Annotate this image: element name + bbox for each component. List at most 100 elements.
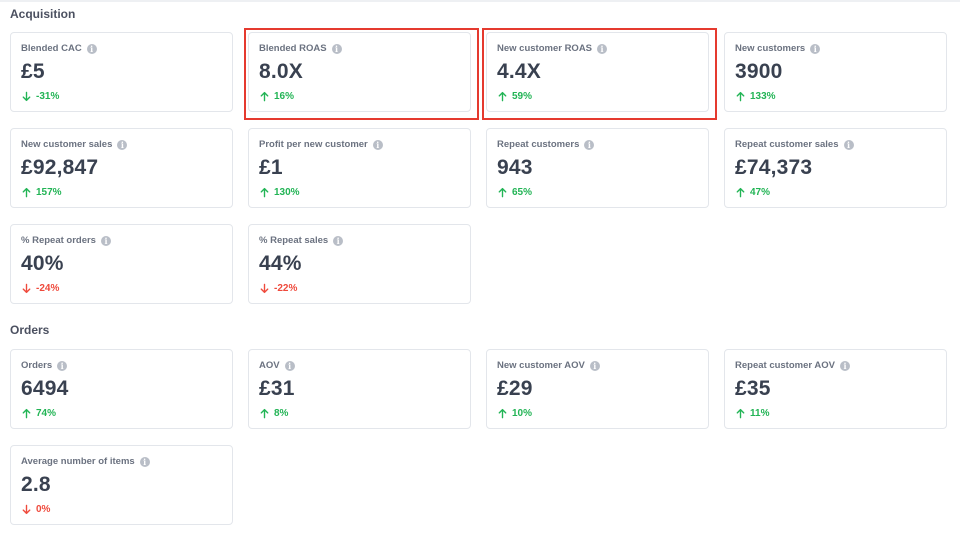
metric-change: 133% [735,91,776,102]
arrow-down-icon [21,283,32,294]
metric-label: Repeat customer AOV [735,360,835,371]
metric-change-value: 133% [750,91,776,102]
metric-change: 0% [21,504,50,515]
metric-label-row: Repeat customers i [497,139,595,150]
section-title-acquisition: Acquisition [10,7,76,21]
metric-change: -31% [21,91,59,102]
metric-label: Repeat customer sales [735,139,839,150]
metric-card-new-customer-roas[interactable]: New customer ROAS i 4.4X 59% [486,32,709,112]
metric-label-row: Blended CAC i [21,43,97,54]
info-icon[interactable]: i [372,139,383,150]
metric-change-value: 8% [274,408,289,419]
info-icon[interactable]: i [584,139,595,150]
metric-value: £1 [259,156,283,179]
metric-card-profit-per-new-customer[interactable]: Profit per new customer i £1 130% [248,128,471,208]
info-icon[interactable]: i [117,139,128,150]
info-icon[interactable]: i [333,235,344,246]
metric-label-row: New customer ROAS i [497,43,608,54]
metric-label-row: Average number of items i [21,456,150,467]
metric-change-value: 65% [512,187,533,198]
metric-change: -24% [21,283,59,294]
info-icon[interactable]: i [589,360,600,371]
metric-value: 2.8 [21,473,51,496]
info-icon[interactable]: i [139,456,150,467]
info-icon[interactable]: i [100,235,111,246]
metric-card-new-customer-aov[interactable]: New customer AOV i £29 10% [486,349,709,429]
metric-change-value: 47% [750,187,771,198]
arrow-up-icon [735,408,746,419]
metric-change-value: 16% [274,91,295,102]
metric-change: 47% [735,187,770,198]
arrow-down-icon [21,504,32,515]
metric-label-row: New customer AOV i [497,360,600,371]
metric-change: 8% [259,408,288,419]
metric-change-value: 74% [36,408,57,419]
metric-change-value: 0% [36,504,51,515]
metric-card-repeat-customer-sales[interactable]: Repeat customer sales i £74,373 47% [724,128,947,208]
metric-value: £92,847 [21,156,99,179]
metric-label: New customers [735,43,806,54]
metric-change-value: -22% [274,283,298,294]
metric-label: % Repeat orders [21,235,96,246]
arrow-up-icon [21,408,32,419]
metric-value: £5 [21,60,45,83]
metric-label: New customer sales [21,139,113,150]
metric-change: 59% [497,91,532,102]
metric-label: Profit per new customer [259,139,368,150]
metric-label: Blended CAC [21,43,82,54]
metric-change-value: 130% [274,187,300,198]
metric-card-repeat-customer-aov[interactable]: Repeat customer AOV i £35 11% [724,349,947,429]
info-icon[interactable]: i [284,360,295,371]
metric-label-row: AOV i [259,360,295,371]
info-icon[interactable]: i [86,43,97,54]
arrow-down-icon [21,91,32,102]
metric-value: £31 [259,377,295,400]
info-icon[interactable]: i [57,360,68,371]
metric-card-new-customers[interactable]: New customers i 3900 133% [724,32,947,112]
arrow-up-icon [735,187,746,198]
metric-label: Blended ROAS [259,43,327,54]
metric-card-pct-repeat-sales[interactable]: % Repeat sales i 44% -22% [248,224,471,304]
metric-label-row: % Repeat sales i [259,235,344,246]
info-icon[interactable]: i [597,43,608,54]
metric-value: £35 [735,377,771,400]
metric-label-row: New customer sales i [21,139,128,150]
metric-card-repeat-customers[interactable]: Repeat customers i 943 65% [486,128,709,208]
metric-change-value: 10% [512,408,533,419]
arrow-up-icon [259,408,270,419]
metric-card-blended-roas[interactable]: Blended ROAS i 8.0X 16% [248,32,471,112]
metric-change-value: -24% [36,283,60,294]
metric-card-aov[interactable]: AOV i £31 8% [248,349,471,429]
metric-change: -22% [259,283,297,294]
metric-label-row: Repeat customer AOV i [735,360,850,371]
metric-label: Orders [21,360,53,371]
metric-card-new-customer-sales[interactable]: New customer sales i £92,847 157% [10,128,233,208]
metric-card-average-number-of-items[interactable]: Average number of items i 2.8 0% [10,445,233,525]
arrow-up-icon [21,187,32,198]
metric-change-value: 157% [36,187,62,198]
metric-change-value: 11% [750,408,770,419]
info-icon[interactable]: i [810,43,821,54]
metric-value: 40% [21,252,64,275]
metric-card-orders[interactable]: Orders i 6494 74% [10,349,233,429]
metric-card-blended-cac[interactable]: Blended CAC i £5 -31% [10,32,233,112]
metric-change-value: -31% [36,91,60,102]
metric-change: 157% [21,187,62,198]
metric-label: New customer AOV [497,360,585,371]
info-icon[interactable]: i [843,139,854,150]
metric-change: 130% [259,187,300,198]
top-divider [0,0,960,2]
metric-value: 943 [497,156,533,179]
metric-label-row: New customers i [735,43,821,54]
metric-value: 6494 [21,377,69,400]
arrow-up-icon [259,187,270,198]
metric-card-pct-repeat-orders[interactable]: % Repeat orders i 40% -24% [10,224,233,304]
metric-value: £29 [497,377,533,400]
metric-label-row: Profit per new customer i [259,139,383,150]
info-icon[interactable]: i [331,43,342,54]
metric-value: 4.4X [497,60,541,83]
info-icon[interactable]: i [839,360,850,371]
metric-label-row: Blended ROAS i [259,43,342,54]
arrow-up-icon [497,408,508,419]
metric-change: 74% [21,408,56,419]
